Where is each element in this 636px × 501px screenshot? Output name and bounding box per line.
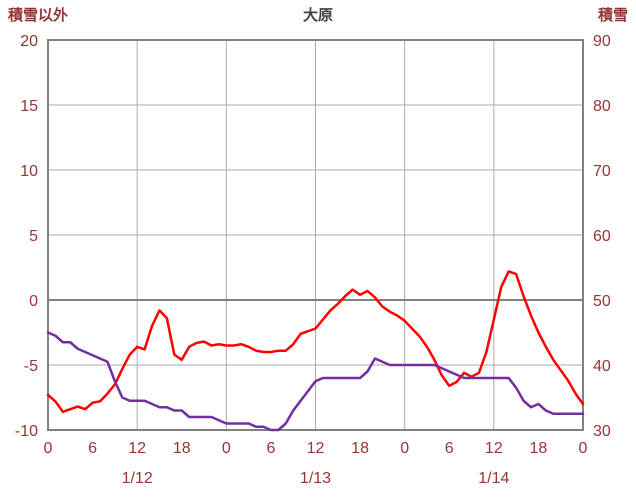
series-line-sekisetsu — [46, 331, 585, 432]
left-axis-tick-label: -10 — [15, 423, 38, 440]
x-axis-tick-label: 6 — [445, 440, 454, 457]
right-axis-tick-label: 90 — [593, 33, 611, 50]
right-axis-tick-label: 60 — [593, 228, 611, 245]
left-axis-tick-label: 5 — [29, 228, 38, 245]
date-label: 1/14 — [478, 470, 509, 487]
x-axis-tick-label: 12 — [128, 440, 146, 457]
chart-title: 大原 — [302, 7, 333, 24]
right-axis-tick-label: 40 — [593, 358, 611, 375]
x-axis-tick-label: 12 — [485, 440, 503, 457]
right-axis-title: 積雪 — [597, 7, 628, 24]
left-axis-tick-label: 10 — [20, 163, 38, 180]
left-axis-tick-label: 15 — [20, 98, 38, 115]
x-axis-tick-label: 0 — [222, 440, 231, 457]
x-axis-tick-label: 18 — [351, 440, 369, 457]
left-axis-tick-label: -5 — [24, 358, 38, 375]
x-axis-tick-label: 0 — [579, 440, 588, 457]
left-axis-tick-label: 20 — [20, 33, 38, 50]
x-axis-tick-label: 12 — [307, 440, 325, 457]
right-axis-tick-label: 80 — [593, 98, 611, 115]
right-axis-tick-label: 30 — [593, 423, 611, 440]
left-axis-title: 積雪以外 — [8, 7, 69, 24]
x-axis-tick-label: 0 — [44, 440, 53, 457]
plot-frame — [47, 39, 584, 431]
left-axis-tick-label: 0 — [29, 293, 38, 310]
x-axis-tick-label: 18 — [530, 440, 548, 457]
x-axis-tick-label: 18 — [173, 440, 191, 457]
x-axis-tick-label: 6 — [88, 440, 97, 457]
x-axis-tick-label: 6 — [266, 440, 275, 457]
right-axis-tick-label: 50 — [593, 293, 611, 310]
series-line-sekisetsu-igai — [46, 270, 585, 414]
right-axis-tick-label: 70 — [593, 163, 611, 180]
x-axis-tick-label: 0 — [400, 440, 409, 457]
date-label: 1/12 — [122, 470, 153, 487]
date-label: 1/13 — [300, 470, 331, 487]
